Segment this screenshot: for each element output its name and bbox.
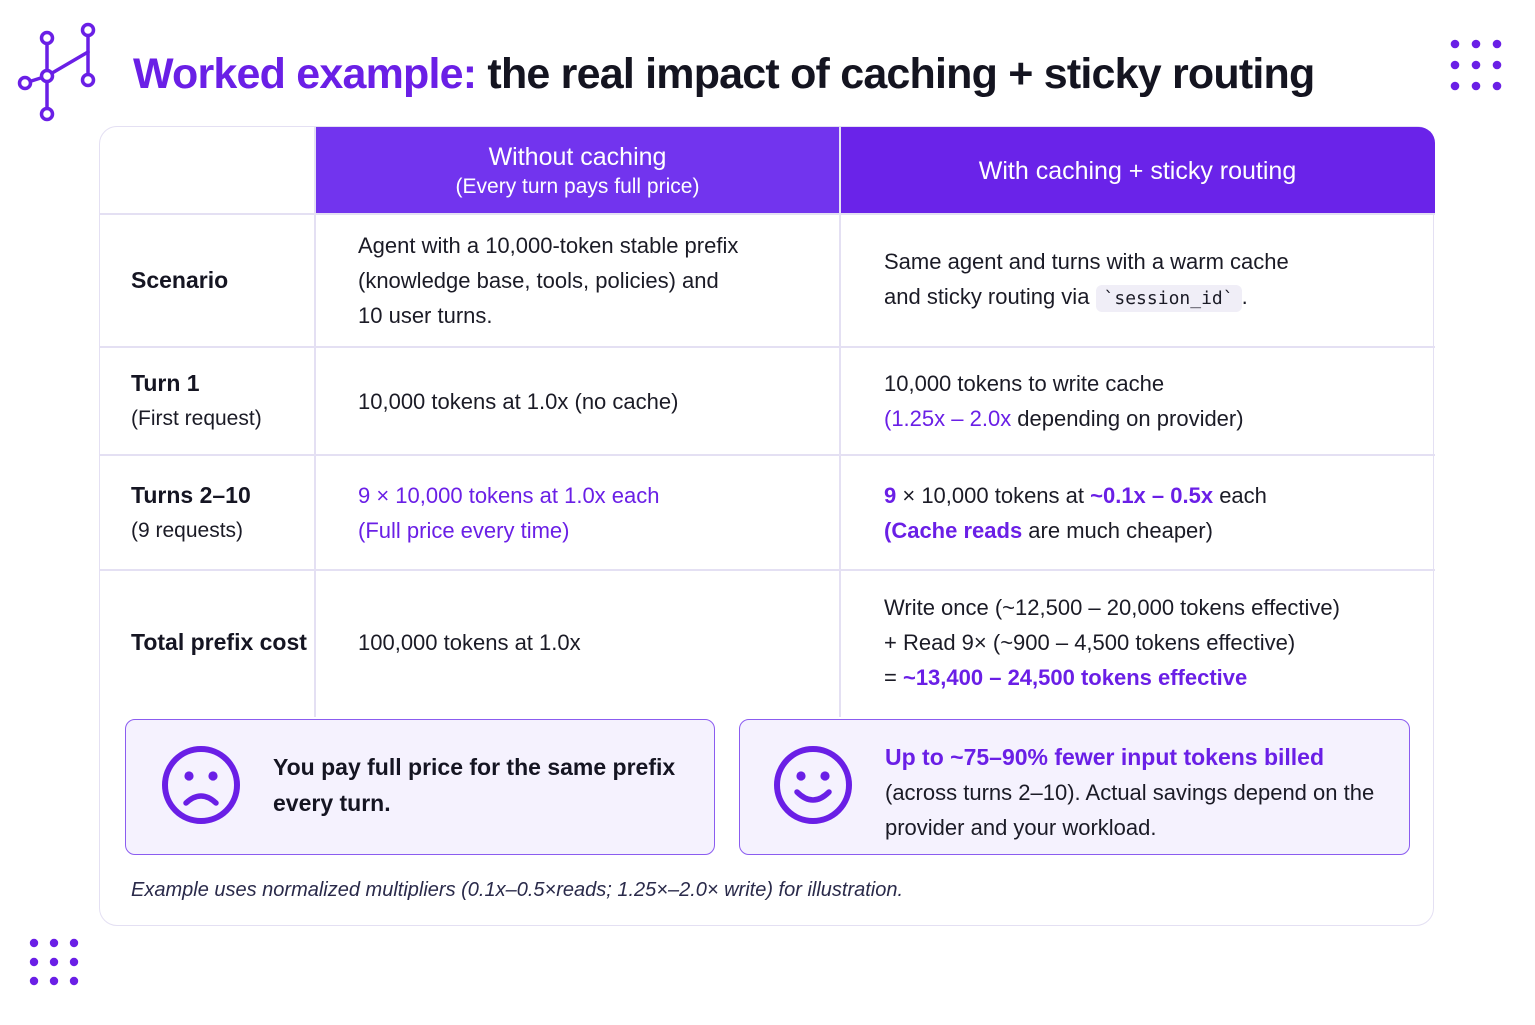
callout-headline: Up to ~75–90% fewer input tokens billed <box>885 744 1325 770</box>
column-header-title: Without caching <box>488 142 667 171</box>
cell-accent-text: ~13,400 – 24,500 tokens effective <box>902 664 1248 690</box>
cell-accent-text: (1.25x – 2.0x <box>884 406 1012 431</box>
cell-accent-text: (Cache reads <box>884 517 1023 543</box>
row-label-scenario: Scenario <box>131 266 229 293</box>
table-cell-turns-with: 9 × 10,000 tokens at ~0.1x – 0.5x each (… <box>884 456 1424 569</box>
dot-grid-decoration-icon <box>1450 39 1502 91</box>
network-graph-icon <box>17 22 96 122</box>
table-cell-turn1-with: 10,000 tokens to write cache (1.25x – 2.… <box>884 348 1424 454</box>
cell-line: Write once (~12,500 – 20,000 tokens effe… <box>884 594 1340 620</box>
cell-line: 10 user turns. <box>358 302 493 328</box>
comparison-card: Without caching (Every turn pays full pr… <box>99 126 1435 926</box>
cell-text: . <box>1241 284 1248 309</box>
callout-with-caching: Up to ~75–90% fewer input tokens billed … <box>739 719 1410 855</box>
cell-text: are much cheaper) <box>1022 517 1213 543</box>
cell-text: = <box>884 664 903 690</box>
column-header-title: With caching + sticky routing <box>978 156 1297 185</box>
row-divider <box>100 454 1435 456</box>
cell-line: and sticky routing via `session_id`. <box>884 279 1424 316</box>
page-title: Worked example: the real impact of cachi… <box>133 48 1315 100</box>
cell-line: (1.25x – 2.0x depending on provider) <box>884 401 1424 436</box>
table-cell-scenario-without: Agent with a 10,000-token stable prefix … <box>358 214 828 346</box>
table-cell-turns-without: 9 × 10,000 tokens at 1.0x each (Full pri… <box>358 456 828 569</box>
column-header-subtitle: (Every turn pays full price) <box>455 174 700 198</box>
callout-body: (across turns 2–10). Actual savings depe… <box>885 780 1375 840</box>
row-label-total: Total prefix cost <box>131 628 307 655</box>
sad-face-icon <box>162 746 240 824</box>
table-cell-scenario-with: Same agent and turns with a warm cache a… <box>884 214 1424 346</box>
cell-text: each <box>1213 482 1267 508</box>
row-sublabel: (First request) <box>131 407 262 430</box>
table-row-label: Turns 2–10 (9 requests) <box>131 456 311 569</box>
callout-text: You pay full price for the same prefix e… <box>273 754 676 816</box>
cell-text: × 10,000 tokens at <box>896 482 1091 508</box>
table-row-label: Turn 1 (First request) <box>131 348 311 454</box>
cell-line: 10,000 tokens at 1.0x (no cache) <box>358 388 679 414</box>
table-row-label: Scenario <box>131 214 311 346</box>
column-header-with-caching: With caching + sticky routing <box>840 127 1435 214</box>
cell-line: (Full price every time) <box>358 517 570 543</box>
cell-line: Agent with a 10,000-token stable prefix <box>358 232 739 258</box>
column-divider <box>839 127 841 717</box>
column-header-without-caching: Without caching (Every turn pays full pr… <box>315 127 840 214</box>
cell-text: and sticky routing via <box>884 284 1096 309</box>
row-label-turn-1: Turn 1 <box>131 370 200 396</box>
row-sublabel: (9 requests) <box>131 518 244 542</box>
row-label-turns-2-10: Turns 2–10 <box>131 481 251 508</box>
table-cell-total-with: Write once (~12,500 – 20,000 tokens effe… <box>884 571 1429 713</box>
title-rest: the real impact of caching + sticky rout… <box>476 50 1315 98</box>
cell-line: = ~13,400 – 24,500 tokens effective <box>884 660 1429 695</box>
title-accent: Worked example: <box>133 50 477 98</box>
cell-line: 9 × 10,000 tokens at 1.0x each <box>358 482 660 508</box>
row-divider <box>100 213 1435 215</box>
footnote: Example uses normalized multipliers (0.1… <box>131 879 904 901</box>
cell-accent-text: ~0.1x – 0.5x <box>1090 482 1214 508</box>
cell-line: Same agent and turns with a warm cache <box>884 249 1289 274</box>
cell-text: depending on provider) <box>1011 406 1244 431</box>
table-cell-turn1-without: 10,000 tokens at 1.0x (no cache) <box>358 348 828 454</box>
cell-line: 10,000 tokens to write cache <box>884 371 1165 396</box>
cell-line: (knowledge base, tools, policies) and <box>358 267 719 293</box>
table-cell-total-without: 100,000 tokens at 1.0x <box>358 571 828 713</box>
callout-text: Up to ~75–90% fewer input tokens billed … <box>885 740 1395 845</box>
cell-line: 9 × 10,000 tokens at ~0.1x – 0.5x each <box>884 478 1424 513</box>
cell-accent-text: 9 <box>884 482 897 508</box>
session-id-code: `session_id` <box>1095 285 1242 312</box>
column-divider <box>314 127 316 717</box>
table-row-label: Total prefix cost <box>131 571 321 713</box>
cell-line: (Cache reads are much cheaper) <box>884 513 1424 548</box>
cell-line: 100,000 tokens at 1.0x <box>358 629 581 655</box>
row-divider <box>100 346 1435 348</box>
callout-without-caching: You pay full price for the same prefix e… <box>125 719 715 855</box>
cell-line: + Read 9× (~900 – 4,500 tokens effective… <box>884 629 1296 655</box>
happy-face-icon <box>774 746 852 824</box>
dot-grid-decoration-icon <box>29 938 79 986</box>
row-divider <box>100 569 1435 571</box>
